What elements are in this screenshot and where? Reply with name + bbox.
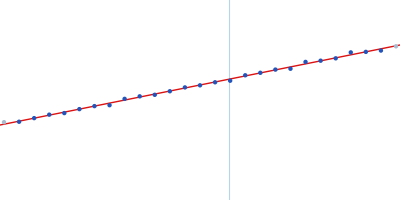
Point <box>1 121 7 124</box>
Point <box>257 71 264 74</box>
Point <box>348 51 354 54</box>
Point <box>61 111 68 115</box>
Point <box>197 84 203 87</box>
Point <box>363 50 369 53</box>
Point <box>152 93 158 96</box>
Point <box>91 105 98 108</box>
Point <box>106 104 113 107</box>
Point <box>332 57 339 60</box>
Point <box>31 117 37 120</box>
Point <box>378 49 384 52</box>
Point <box>122 97 128 100</box>
Point <box>46 113 52 116</box>
Point <box>318 59 324 62</box>
Point <box>272 68 278 71</box>
Point <box>212 81 218 84</box>
Point <box>167 90 173 93</box>
Point <box>393 45 399 48</box>
Point <box>182 86 188 89</box>
Point <box>136 95 143 98</box>
Point <box>76 108 82 111</box>
Point <box>302 60 309 64</box>
Point <box>287 67 294 70</box>
Point <box>16 120 22 123</box>
Point <box>227 79 233 82</box>
Point <box>242 74 248 77</box>
